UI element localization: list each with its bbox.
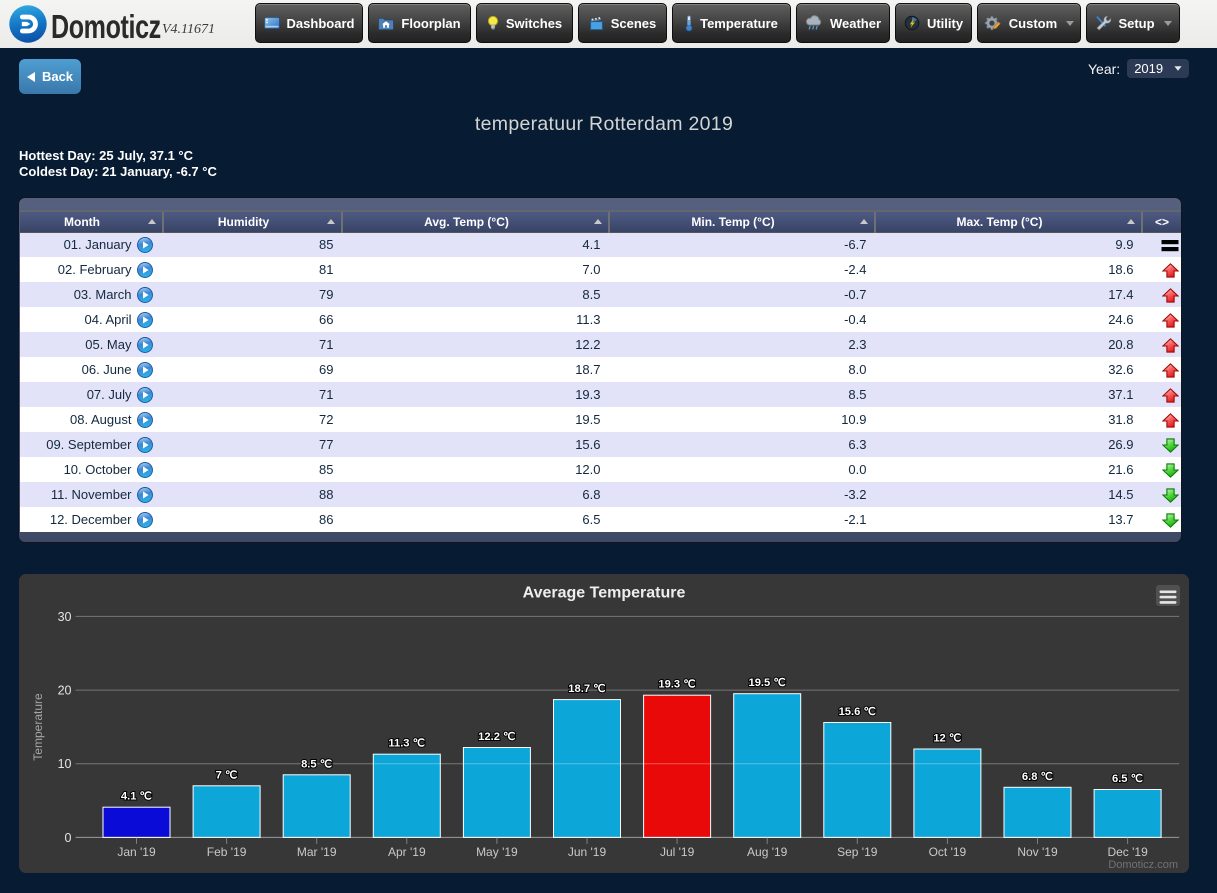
svg-text:0: 0	[65, 831, 72, 845]
svg-text:11.3 ℃: 11.3 ℃	[388, 738, 425, 750]
svg-text:7 ℃: 7 ℃	[216, 769, 238, 781]
svg-text:Average Temperature: Average Temperature	[523, 585, 686, 602]
svg-text:6.5 ℃: 6.5 ℃	[1112, 773, 1143, 785]
svg-text:6.8 ℃: 6.8 ℃	[1022, 771, 1053, 783]
svg-text:Temperature: Temperature	[31, 693, 45, 761]
svg-text:19.3 ℃: 19.3 ℃	[658, 679, 695, 691]
svg-text:30: 30	[58, 610, 72, 624]
svg-text:Jun '19: Jun '19	[568, 845, 607, 859]
svg-text:Mar '19: Mar '19	[297, 845, 337, 859]
svg-text:8.5 ℃: 8.5 ℃	[301, 758, 332, 770]
svg-text:Domoticz.com: Domoticz.com	[1108, 859, 1178, 871]
svg-text:Sep '19: Sep '19	[837, 845, 878, 859]
svg-text:Dec '19: Dec '19	[1107, 845, 1148, 859]
svg-text:12 ℃: 12 ℃	[933, 733, 961, 745]
svg-text:4.1 ℃: 4.1 ℃	[121, 791, 152, 803]
svg-text:Oct '19: Oct '19	[929, 845, 967, 859]
svg-text:Jan '19: Jan '19	[117, 845, 156, 859]
svg-text:20: 20	[58, 684, 72, 698]
svg-text:Nov '19: Nov '19	[1017, 845, 1058, 859]
svg-text:12.2 ℃: 12.2 ℃	[478, 731, 515, 743]
svg-text:15.6 ℃: 15.6 ℃	[839, 706, 876, 718]
svg-text:May '19: May '19	[476, 845, 518, 859]
svg-text:Apr '19: Apr '19	[388, 845, 426, 859]
svg-text:18.7 ℃: 18.7 ℃	[568, 683, 605, 695]
svg-text:19.5 ℃: 19.5 ℃	[748, 677, 785, 689]
svg-text:Jul '19: Jul '19	[660, 845, 695, 859]
svg-text:Aug '19: Aug '19	[747, 845, 788, 859]
svg-text:Feb '19: Feb '19	[207, 845, 247, 859]
svg-text:10: 10	[58, 757, 72, 771]
